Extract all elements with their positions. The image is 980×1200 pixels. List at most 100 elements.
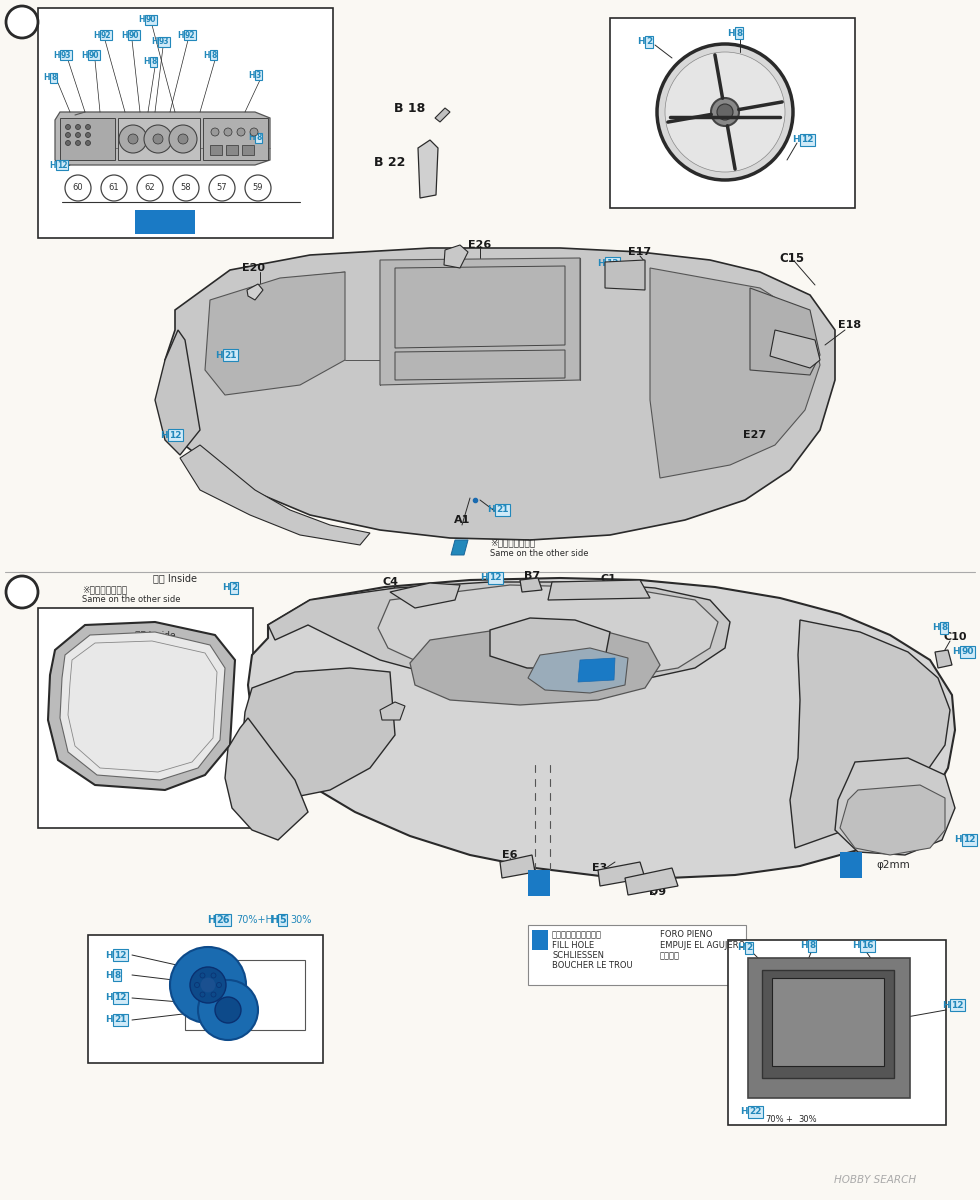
Text: 5: 5: [279, 914, 286, 925]
Circle shape: [711, 98, 739, 126]
Text: φ2mm: φ2mm: [876, 860, 909, 870]
Polygon shape: [548, 580, 650, 600]
Polygon shape: [55, 112, 270, 164]
Text: Same on the other side: Same on the other side: [82, 595, 180, 605]
Text: 12: 12: [57, 161, 68, 169]
Polygon shape: [418, 140, 438, 198]
Text: ※反対側も同様に: ※反対側も同様に: [490, 539, 535, 547]
Text: H: H: [81, 50, 88, 60]
Text: 90: 90: [129, 30, 139, 40]
Bar: [762, 970, 894, 1078]
Text: H: H: [598, 258, 605, 268]
Bar: [772, 978, 884, 1066]
Bar: [532, 930, 548, 950]
Bar: [728, 940, 946, 1126]
Polygon shape: [500, 854, 535, 878]
Text: H: H: [943, 1001, 950, 1009]
Text: ★: ★: [156, 212, 174, 232]
Text: 21: 21: [224, 350, 236, 360]
Circle shape: [153, 134, 163, 144]
Text: B 22: B 22: [374, 156, 406, 169]
Text: 8: 8: [211, 50, 217, 60]
Text: 93: 93: [159, 37, 170, 47]
Polygon shape: [247, 284, 263, 300]
Polygon shape: [528, 648, 628, 692]
Text: H: H: [54, 50, 60, 60]
Text: H: H: [106, 950, 113, 960]
Circle shape: [75, 125, 80, 130]
Text: 8: 8: [736, 29, 742, 37]
Circle shape: [169, 125, 197, 152]
Text: H: H: [207, 914, 215, 925]
Text: 93: 93: [61, 50, 72, 60]
Text: FORO PIENO: FORO PIENO: [660, 930, 712, 938]
Text: 90: 90: [146, 16, 157, 24]
Circle shape: [75, 132, 80, 138]
Text: 62: 62: [145, 184, 155, 192]
Text: H: H: [177, 30, 184, 40]
Polygon shape: [380, 258, 580, 385]
Polygon shape: [165, 248, 835, 540]
Circle shape: [178, 134, 188, 144]
Text: H: H: [138, 16, 145, 24]
Polygon shape: [578, 658, 615, 682]
Circle shape: [85, 140, 90, 145]
Text: EMPUJE EL AGUJERO: EMPUJE EL AGUJERO: [660, 941, 745, 950]
Circle shape: [137, 175, 163, 200]
Text: E18: E18: [839, 320, 861, 330]
Polygon shape: [380, 702, 405, 720]
Polygon shape: [268, 582, 730, 685]
Bar: [88, 935, 323, 1063]
Circle shape: [65, 175, 91, 200]
Circle shape: [211, 128, 219, 136]
Text: H: H: [43, 73, 50, 83]
Polygon shape: [248, 578, 955, 878]
Text: H: H: [122, 30, 128, 40]
Polygon shape: [60, 632, 225, 780]
Polygon shape: [750, 288, 820, 374]
Text: 2: 2: [231, 583, 237, 593]
Circle shape: [224, 128, 232, 136]
Polygon shape: [180, 445, 370, 545]
Circle shape: [209, 175, 235, 200]
Circle shape: [200, 973, 205, 978]
Text: H: H: [637, 37, 645, 47]
Text: C4: C4: [382, 577, 398, 587]
Text: 4: 4: [16, 583, 28, 601]
Polygon shape: [444, 245, 468, 268]
Circle shape: [6, 576, 38, 608]
Text: 12: 12: [489, 574, 502, 582]
Bar: [210, 145, 222, 155]
Text: H: H: [737, 943, 745, 953]
Text: H: H: [222, 583, 230, 593]
Text: 2: 2: [646, 37, 653, 47]
Text: 21: 21: [114, 1015, 126, 1025]
Text: 12: 12: [114, 950, 126, 960]
Text: FILL HOLE: FILL HOLE: [552, 941, 594, 950]
Polygon shape: [650, 268, 820, 478]
Text: H: H: [152, 37, 158, 47]
Polygon shape: [520, 578, 542, 592]
Text: 30%: 30%: [290, 914, 312, 925]
Text: 90: 90: [89, 50, 100, 60]
Circle shape: [250, 128, 258, 136]
Polygon shape: [935, 650, 952, 668]
Text: 21: 21: [496, 505, 509, 515]
Polygon shape: [390, 583, 460, 608]
Circle shape: [211, 992, 216, 997]
Text: 3: 3: [16, 13, 28, 31]
Text: 8: 8: [51, 73, 57, 83]
Text: H: H: [216, 350, 223, 360]
Circle shape: [85, 125, 90, 130]
Text: 内側 Inside: 内側 Inside: [134, 630, 175, 640]
Text: C10: C10: [943, 632, 966, 642]
Circle shape: [170, 947, 246, 1022]
Circle shape: [200, 992, 205, 997]
Text: H: H: [953, 648, 960, 656]
Bar: [528, 925, 746, 985]
Text: 30%: 30%: [798, 1116, 816, 1124]
Circle shape: [119, 125, 147, 152]
Circle shape: [66, 140, 71, 145]
Circle shape: [245, 175, 271, 200]
Text: H: H: [853, 942, 860, 950]
